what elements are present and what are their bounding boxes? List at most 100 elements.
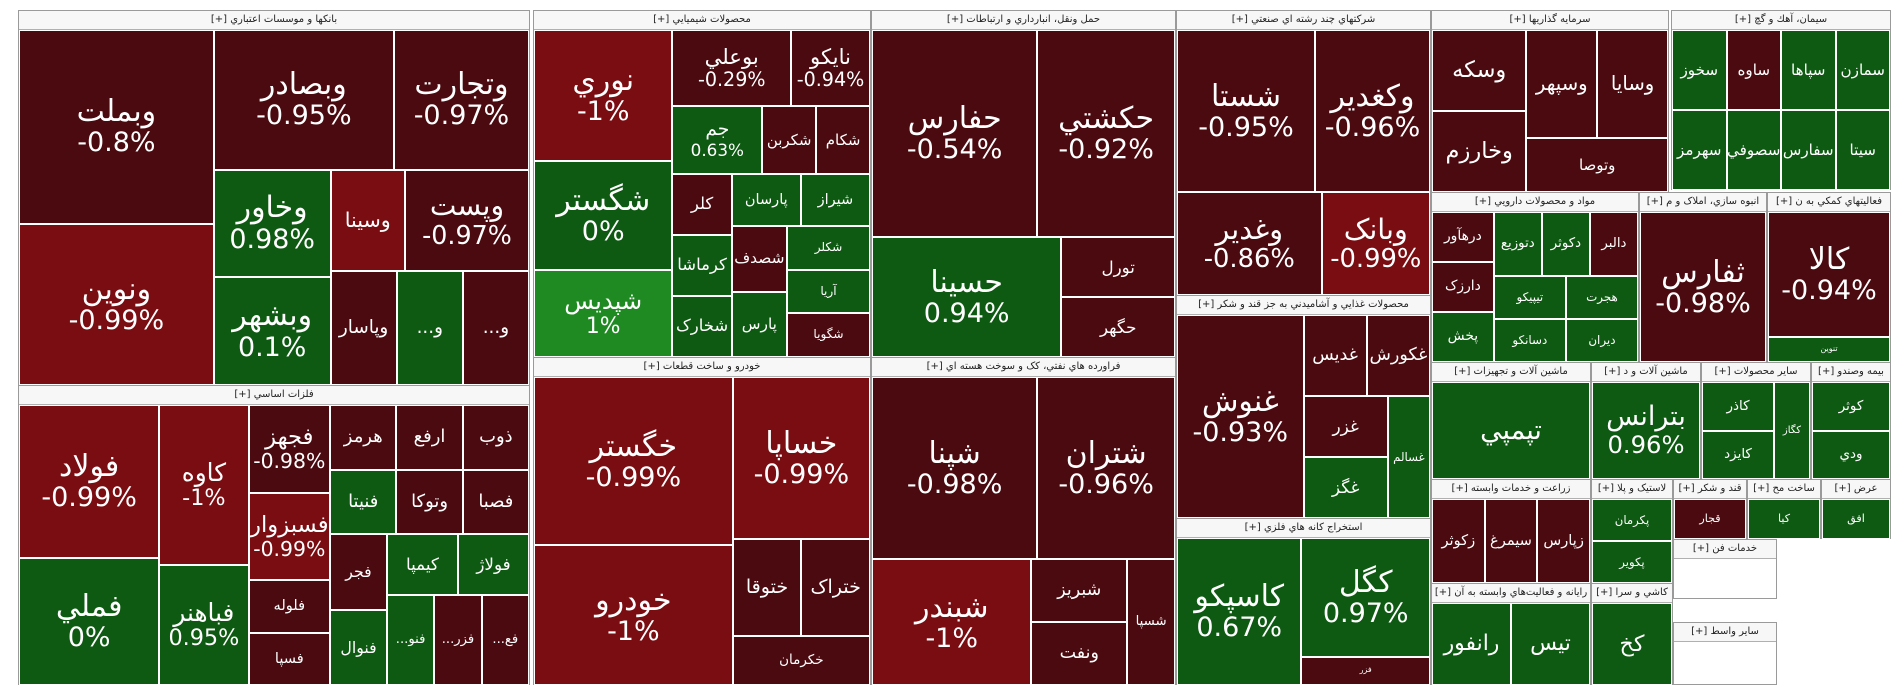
tile[interactable]: و... (396, 270, 463, 385)
tile[interactable]: فجر (330, 534, 387, 610)
tile[interactable]: تپمپي (1432, 382, 1590, 479)
tile[interactable]: کرماشا (672, 234, 732, 296)
tile[interactable]: حسينا 0.94% (872, 236, 1062, 357)
tile[interactable]: غسالم (1387, 396, 1430, 518)
sector-title[interactable]: سيمان، آهك و گچ [+] (1672, 11, 1890, 30)
sector-15[interactable]: ماشين آلات و د [+] بترانس 0.96% (1591, 362, 1701, 479)
tile[interactable]: وتوکا (396, 469, 463, 535)
tile[interactable]: فنوال (330, 609, 387, 685)
tile[interactable]: پخش (1432, 312, 1494, 362)
tile[interactable]: پارسان (731, 173, 801, 226)
tile[interactable]: پکوير (1592, 541, 1672, 583)
sector-8[interactable]: استخراج کانه هاي فلزي [+] کاسپکو 0.67% کگل 0… (1176, 518, 1431, 685)
tile[interactable]: کاسپکو 0.67% (1177, 538, 1302, 685)
tile[interactable]: تيپيکو (1493, 276, 1566, 320)
tile[interactable]: فزر... (434, 594, 482, 685)
tile[interactable]: دسانکو (1493, 319, 1566, 362)
tile[interactable]: غزر (1303, 396, 1388, 458)
tile[interactable]: غنوش -0.93% (1177, 315, 1304, 518)
tile[interactable]: آريا (787, 269, 870, 314)
sector-title[interactable]: ساخت مح [+] (1748, 480, 1820, 499)
tile[interactable]: نايکو -0.94% (790, 30, 870, 107)
tile[interactable]: غگز (1303, 457, 1388, 518)
tile[interactable]: سصوفي (1726, 110, 1781, 190)
tile[interactable]: سيمرغ (1484, 499, 1538, 583)
sector-3[interactable]: حمل ونقل، انبارداري و ارتباطات [+] حفارس -… (871, 10, 1176, 357)
sector-22[interactable]: عرض [+] افق (1821, 479, 1891, 539)
tile[interactable]: حگهر (1061, 296, 1175, 357)
tile[interactable]: نوري -1% (534, 30, 673, 161)
tile[interactable]: ونوين -0.99% (19, 223, 214, 385)
tile[interactable]: شصدف (731, 226, 788, 292)
tile[interactable]: فولاژ (457, 534, 529, 595)
sector-12[interactable]: انبوه سازي، املاک و م [+] ثفارس -0.98% (1639, 192, 1767, 362)
sector-title[interactable]: کاشي و سرا [+] (1592, 584, 1672, 603)
tile[interactable]: کاذر (1702, 382, 1774, 431)
sector-title[interactable]: انبوه سازي، املاک و م [+] (1640, 193, 1766, 212)
tile[interactable]: شکلر (787, 226, 870, 270)
tile[interactable]: وسپهر (1526, 30, 1598, 138)
tile[interactable]: فباهنر 0.95% (159, 565, 249, 685)
sector-title[interactable]: بيمه وصندو [+] (1812, 363, 1890, 382)
tile[interactable]: کگل 0.97% (1301, 538, 1430, 657)
tile[interactable]: ارفع (396, 405, 463, 470)
tile[interactable]: وپاسار (330, 270, 397, 385)
sector-1[interactable]: فلزات اساسي [+] فولاد -0.99% فملي 0% کاوه -1% ف… (18, 385, 530, 685)
tile[interactable]: شستا -0.95% (1177, 30, 1315, 192)
tile[interactable]: قجار (1674, 499, 1746, 539)
sector-title[interactable]: محصولات شيميايي [+] (534, 11, 870, 30)
tile[interactable]: شگويا (787, 313, 870, 357)
sector-2[interactable]: محصولات شيميايي [+] نوري -1% شگستر 0% شپديس 1%… (533, 10, 871, 357)
tile[interactable]: سخوز (1672, 30, 1727, 110)
tile[interactable]: تنوين (1768, 337, 1890, 362)
tile[interactable]: فع... (481, 594, 529, 685)
tile[interactable]: بترانس 0.96% (1592, 382, 1700, 479)
sector-21[interactable]: ساخت مح [+] کيا (1747, 479, 1821, 539)
tile[interactable]: خساپا -0.99% (732, 377, 870, 540)
sector-title[interactable]: عرض [+] (1822, 480, 1890, 499)
tile[interactable]: کيا (1748, 499, 1820, 539)
sector-13[interactable]: فعاليتهاي کمکي به ن [+] کالا -0.94% تنوين (1767, 192, 1891, 362)
sector-17[interactable]: بيمه وصندو [+] کوثر ودي (1811, 362, 1891, 479)
sector-23[interactable]: رايانه و فعاليت‌هاي وابسته به آن [+] رانف… (1431, 583, 1591, 685)
sector-title[interactable]: استخراج کانه هاي فلزي [+] (1177, 519, 1430, 538)
sector-10[interactable]: مواد و محصولات دارويي [+] درهآور دارزک پخش د… (1431, 192, 1639, 362)
tile[interactable]: ونفت (1031, 622, 1128, 685)
tile[interactable]: شپديس 1% (534, 269, 673, 357)
tile[interactable]: بوعلي -0.29% (672, 30, 791, 107)
tile[interactable]: دارزک (1432, 262, 1494, 312)
tile[interactable]: وخاور 0.98% (213, 169, 331, 278)
tile[interactable]: ختوقا (732, 539, 802, 637)
tile[interactable]: حفارس -0.54% (872, 30, 1038, 237)
tile[interactable]: شسپا (1127, 559, 1175, 685)
tile[interactable]: وبانک -0.99% (1321, 191, 1430, 295)
sector-26[interactable]: ساير واسط [+] (1673, 622, 1777, 685)
tile[interactable]: دتوزيع (1493, 212, 1542, 277)
tile[interactable]: کالا -0.94% (1768, 212, 1890, 337)
tile[interactable]: شکربن (762, 106, 817, 174)
tile[interactable]: کايزد (1702, 430, 1774, 479)
tile[interactable]: شپنا -0.98% (872, 377, 1038, 560)
tile[interactable]: فزر (1301, 656, 1430, 685)
tile[interactable]: ودي (1812, 430, 1890, 479)
sector-title[interactable]: فلزات اساسي [+] (19, 386, 529, 405)
tile[interactable]: فسبزوار -0.99% (248, 492, 331, 580)
tile[interactable]: کگاز (1774, 382, 1810, 479)
tile[interactable]: شبريز (1031, 559, 1128, 623)
sector-5[interactable]: فراورده هاي نفتي، کک و سوخت هسته اي [+] ش… (871, 357, 1176, 685)
sector-title[interactable]: محصولات غذايي و آشاميدني به جز قند و شکر… (1177, 296, 1430, 315)
tile[interactable]: درهآور (1432, 212, 1494, 262)
tile[interactable]: وتوصا (1526, 138, 1668, 192)
sector-11[interactable]: سيمان، آهك و گچ [+] سخوز سهرمز ساوه سصوفي سپا… (1671, 10, 1891, 190)
tile[interactable]: وسينا (330, 169, 405, 271)
sector-6[interactable]: شرکتهاي چند رشته اي صنعتي [+] شستا -0.95% و… (1176, 10, 1431, 295)
tile[interactable]: کخ (1592, 603, 1672, 685)
tile[interactable]: کلر (672, 173, 732, 235)
sector-19[interactable]: لاستيک و پلا [+] پکرمان پکوير (1591, 479, 1673, 583)
sector-4[interactable]: خودرو و ساخت قطعات [+] خگستر -0.99% خودرو -1… (533, 357, 871, 685)
sector-7[interactable]: محصولات غذايي و آشاميدني به جز قند و شکر… (1176, 295, 1431, 518)
tile[interactable]: کيمپا (386, 534, 458, 595)
sector-16[interactable]: ساير محصولات [+] کاذر کايزد کگاز (1701, 362, 1811, 479)
sector-18[interactable]: زراعت و خدمات وابسته [+] زکوثر سيمرغ زپارس (1431, 479, 1591, 583)
tile[interactable]: رانفور (1432, 603, 1511, 685)
